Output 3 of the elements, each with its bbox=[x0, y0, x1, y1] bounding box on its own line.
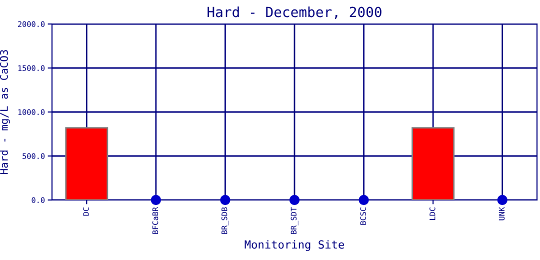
y-axis-title: Hard - mg/L as CaCO3 bbox=[0, 50, 10, 174]
chart-title: Hard - December, 2000 bbox=[208, 6, 382, 19]
x-axis-title: Monitoring Site bbox=[244, 240, 344, 251]
